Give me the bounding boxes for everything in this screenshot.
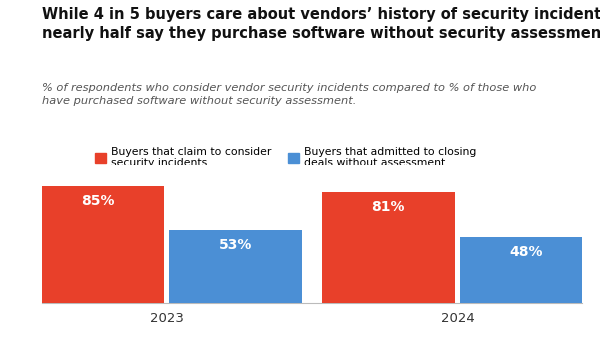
Legend: Buyers that claim to consider
security incidents, Buyers that admitted to closin: Buyers that claim to consider security i…	[91, 142, 481, 173]
Bar	[322, 191, 455, 303]
Text: While 4 in 5 buyers care about vendors’ history of security incidents,
nearly ha: While 4 in 5 buyers care about vendors’ …	[42, 7, 600, 41]
Text: 81%: 81%	[371, 200, 405, 214]
Bar	[460, 237, 593, 303]
Text: 48%: 48%	[510, 245, 543, 259]
Text: 53%: 53%	[219, 239, 253, 252]
Text: % of respondents who consider vendor security incidents compared to % of those w: % of respondents who consider vendor sec…	[42, 83, 536, 106]
Bar	[31, 186, 164, 303]
Text: 85%: 85%	[81, 194, 114, 208]
Bar	[169, 230, 302, 303]
